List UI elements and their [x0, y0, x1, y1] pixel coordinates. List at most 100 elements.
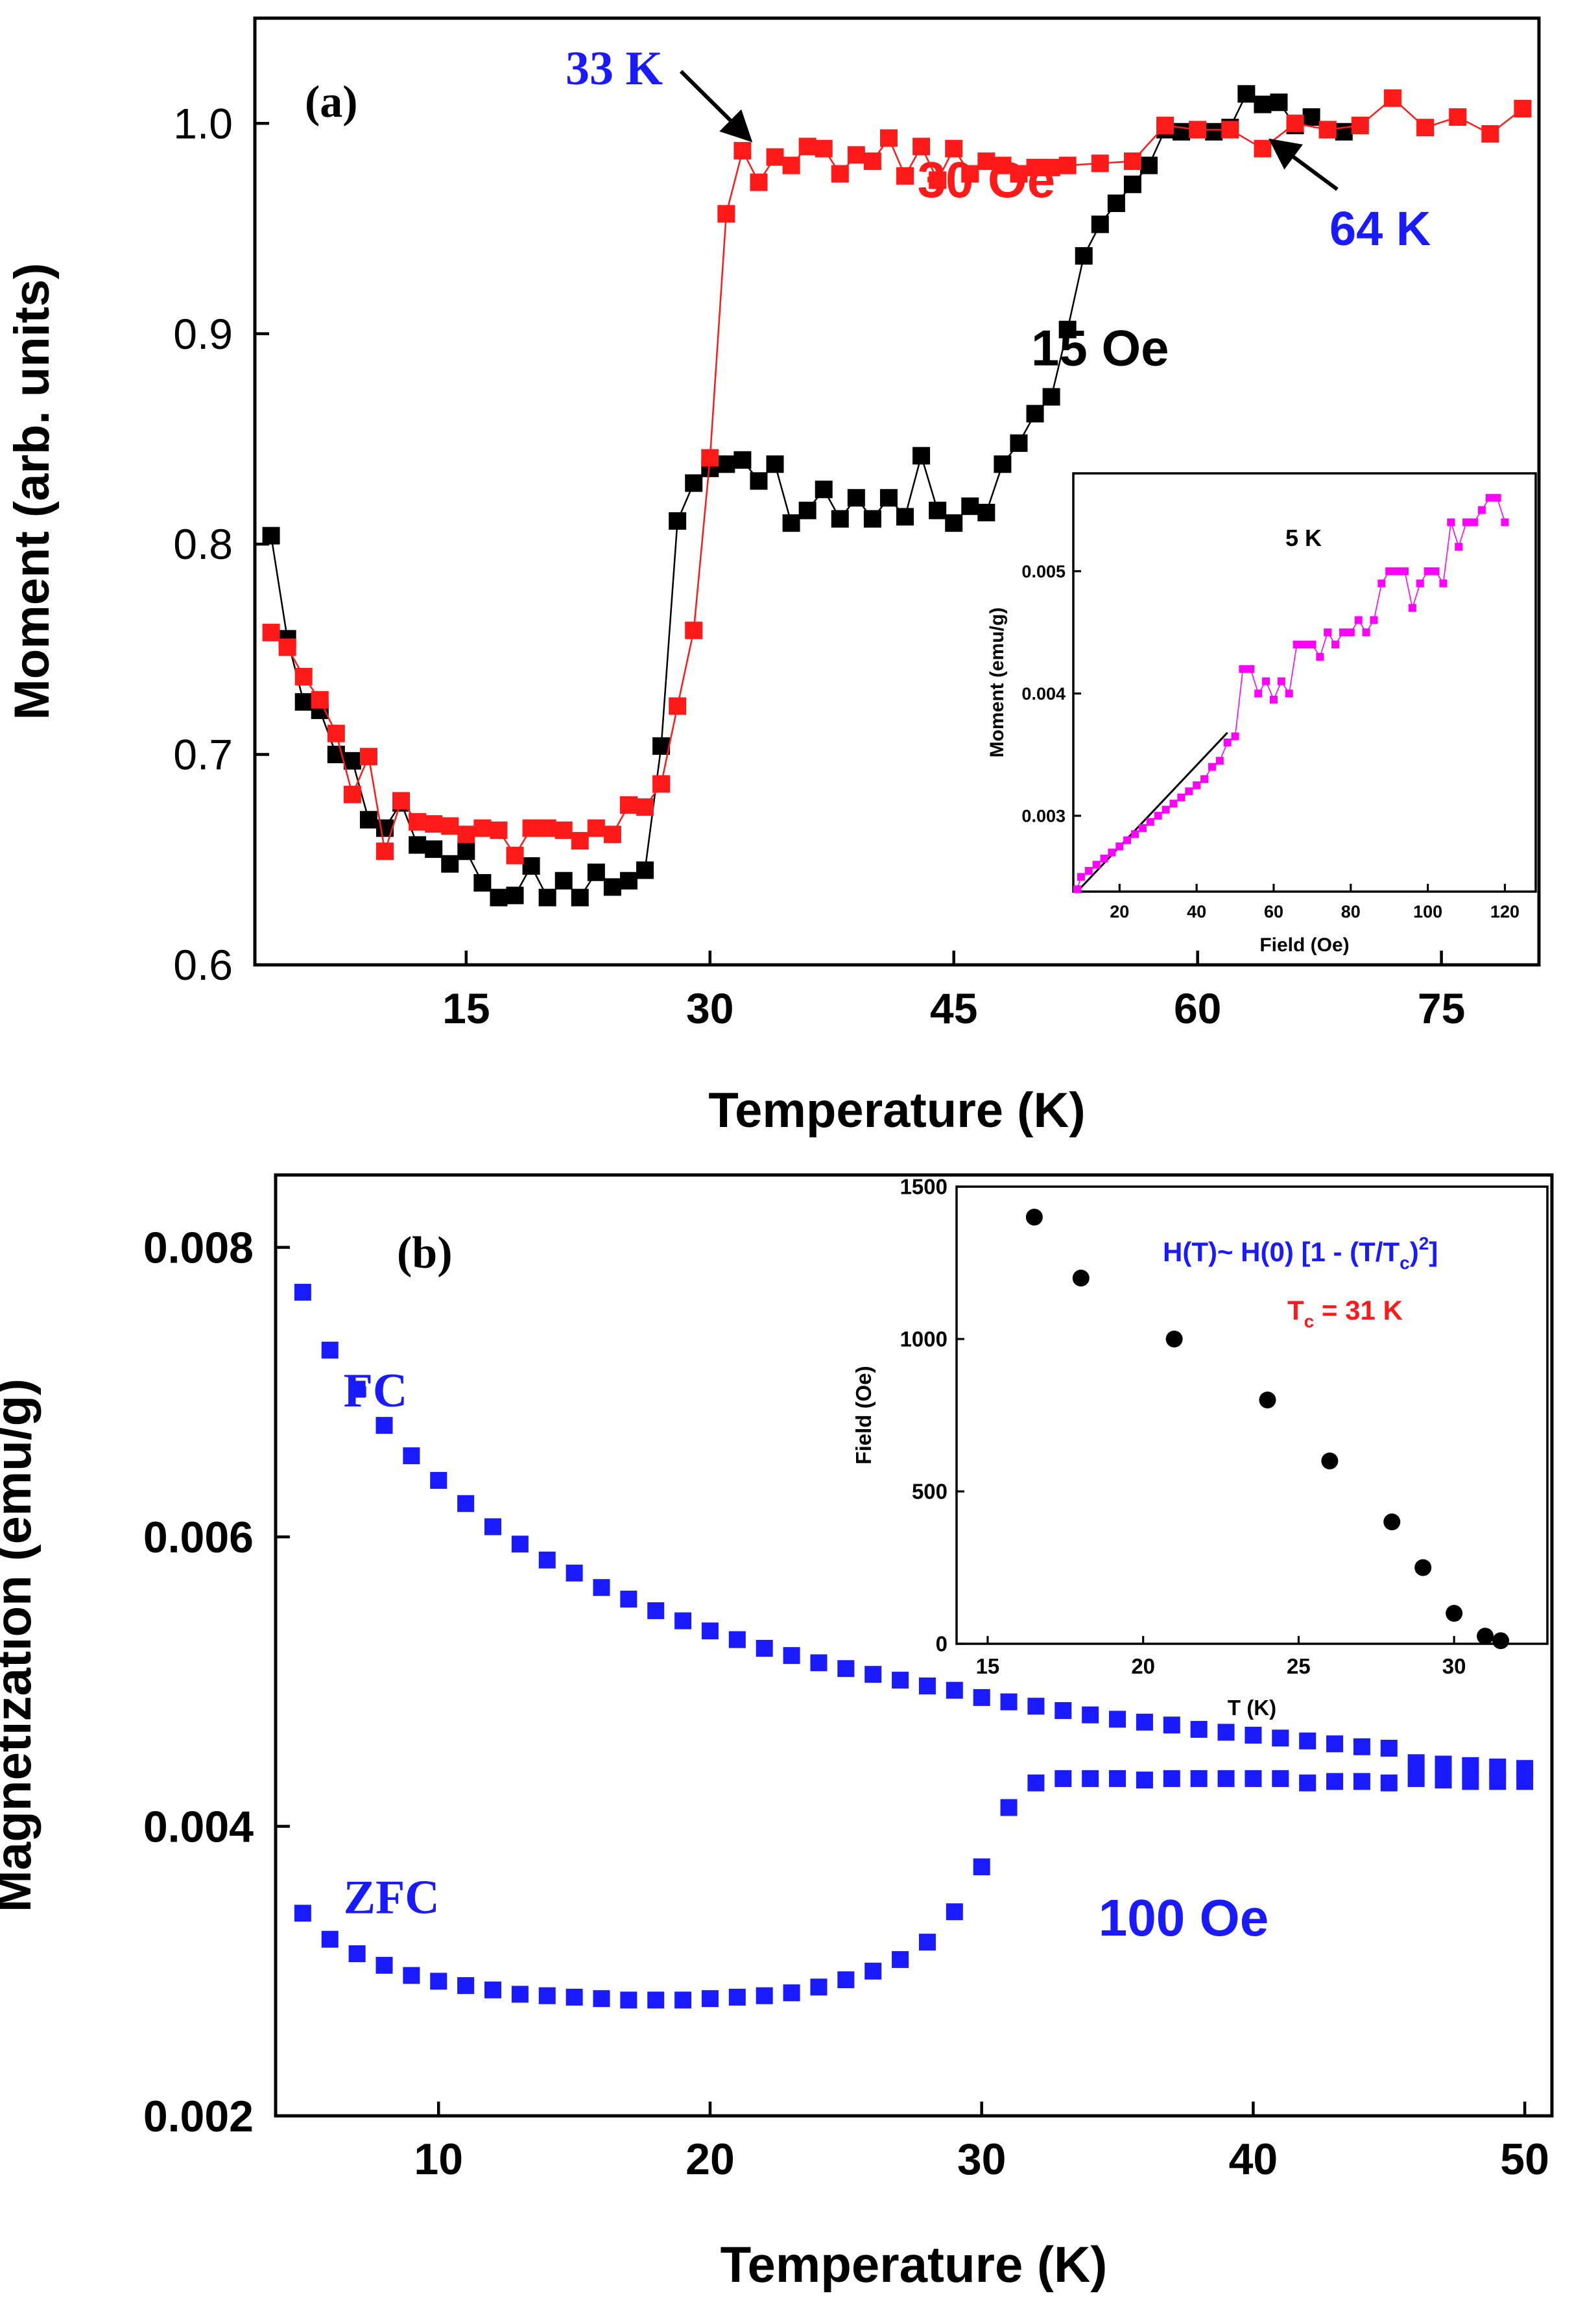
panel-b-series-fc-point — [1380, 1739, 1398, 1757]
panel-b-series-fc-point — [1245, 1726, 1262, 1744]
panel-a-series-15oe-point — [554, 872, 573, 890]
panel-a-inset-series-point — [1200, 775, 1209, 783]
panel-b-series-fc-point — [1407, 1754, 1425, 1772]
panel-a-series-30oe-point — [782, 156, 800, 174]
panel-a-inset-x-tick-label: 100 — [1413, 902, 1442, 921]
panel-b-inset-axes: 15 20 25 30 0 500 1000 1500 T (K) Field (Oe) — [852, 1175, 1549, 1720]
panel-a-series-15oe-point — [1058, 320, 1077, 338]
panel-b-series-zfc-point — [511, 1986, 529, 2003]
panel-a-series-15oe-point — [994, 455, 1012, 473]
panel-a-inset-series — [1073, 493, 1509, 894]
panel-a-inset-x-tick-label: 60 — [1264, 902, 1283, 921]
panel-a-x-tick-label: 60 — [1174, 984, 1221, 1032]
panel-a-inset-series-point — [1416, 579, 1424, 587]
panel-a-series-30oe-point — [457, 825, 475, 844]
panel-a-inset-series-point — [1215, 757, 1224, 765]
panel-b-series-fc-point — [1353, 1738, 1370, 1755]
panel-a-series-30oe-point — [636, 798, 654, 816]
panel-a-series-15oe-point — [766, 455, 784, 473]
panel-a-series-30oe-point — [1318, 121, 1337, 139]
panel-b-series-fc-point — [783, 1647, 800, 1665]
panel-b-inset-y-axis-title: Field (Oe) — [852, 1366, 876, 1464]
panel-b-series-label: FC — [344, 1364, 408, 1417]
panel-b-inset-series-point — [1492, 1632, 1510, 1650]
panel-a-series-30oe-point — [294, 668, 313, 686]
panel-a-series-30oe-point — [1351, 116, 1369, 134]
panel-b-series-fc-point — [375, 1417, 393, 1434]
panel-a-inset-axes: 20 40 60 80 100 120 0.003 0.004 0.005 Field (Oe) M… — [986, 472, 1537, 956]
panel-b-series-fc-point — [674, 1612, 692, 1630]
panel-a-x-tick-label: 45 — [930, 984, 977, 1032]
panel-a-series-30oe-point — [912, 137, 931, 156]
panel-a-inset-series-point — [1300, 641, 1309, 649]
panel-b-series-zfc-point — [918, 1934, 936, 1951]
panel-a-inset-series-point — [1146, 818, 1154, 826]
panel-b-field-label: 100 Oe — [1099, 1889, 1269, 1947]
panel-a-inset-series-point — [1501, 518, 1509, 527]
panel-a-inset-series-point — [1377, 579, 1386, 587]
panel-a-inset-y-axis-title: Moment (emu/g) — [986, 608, 1008, 758]
panel-b-inset-x-tick-label: 25 — [1287, 1654, 1311, 1678]
panel-a-series-30oe-point — [945, 139, 963, 158]
panel-a-series-30oe — [262, 89, 1532, 864]
panel-b-inset-series-point — [1025, 1209, 1043, 1226]
panel-a-y-axis-title: Moment (arb. units) — [5, 263, 60, 720]
panel-b-series-zfc-point — [1027, 1774, 1045, 1792]
panel-a-series-30oe-point — [863, 152, 881, 171]
panel-b-inset-equation: H(T)~ H(0) [1 - (T/Tc)2] — [1163, 1233, 1438, 1273]
panel-a-inset-series-point — [1115, 842, 1124, 851]
panel-b-series-zfc-point — [1000, 1799, 1018, 1816]
panel-a-inset-series-point — [1308, 641, 1317, 649]
panel-a-inset-series-point — [1316, 652, 1324, 661]
panel-b-inset-x-tick-label: 30 — [1442, 1654, 1466, 1678]
panel-a-series-30oe-point — [343, 785, 361, 803]
panel-a-series-15oe-point — [490, 888, 508, 907]
panel-a-series-30oe-point — [619, 796, 638, 814]
panel-a-series-15oe-point — [1270, 93, 1288, 112]
panel-b-series-zfc-point — [321, 1930, 339, 1948]
panel-a-series-15oe-point — [831, 510, 849, 528]
panel-b-series-zfc-point — [1272, 1770, 1289, 1787]
panel-a-series-15oe-point — [1026, 405, 1044, 423]
panel-b-x-tick-label: 10 — [414, 2135, 463, 2184]
panel-a-series-15oe-point — [669, 512, 687, 530]
panel-b-series-zfc-point — [403, 1967, 420, 1984]
panel-b-series-zfc-point — [1489, 1773, 1507, 1790]
panel-b-series-fc-point — [1136, 1713, 1153, 1731]
panel-a-inset-series-point — [1162, 805, 1170, 814]
panel-a-series-30oe-point — [327, 724, 345, 742]
panel-b-plot-frame — [274, 1173, 1554, 2118]
equation-part: H(T)~ H(0) [1 - (T/T — [1163, 1237, 1400, 1267]
panel-a-series-15oe-point — [343, 752, 361, 770]
panel-b-series-fc-point — [1109, 1711, 1126, 1728]
panel-a-x-axis-title: Temperature (K) — [708, 1083, 1085, 1138]
panel-a-series-15oe-point — [522, 857, 540, 875]
panel-a-inset-series-point — [1493, 493, 1501, 502]
panel-a-series-15oe-point — [798, 501, 816, 519]
panel-a-inset-series-point — [1073, 885, 1081, 894]
panel-a-series-label: 30 Oe — [918, 151, 1055, 208]
panel-a-inset-series-point — [1485, 493, 1494, 502]
panel-b-series-fc-point — [892, 1672, 909, 1689]
panel-a-series-30oe-point — [1221, 121, 1239, 139]
panel-b-series-fc-point — [1190, 1720, 1208, 1738]
panel-b-x-tick-label: 40 — [1229, 2135, 1278, 2184]
panel-a-inset-x-tick-label: 20 — [1110, 902, 1129, 921]
panel-b-series-fc-point — [538, 1551, 556, 1569]
panel-a-series-30oe-point — [278, 638, 296, 656]
panel-b-series-fc-point — [1272, 1729, 1289, 1747]
panel-b-series-zfc-point — [946, 1903, 963, 1921]
panel-b-series-zfc-point — [294, 1904, 311, 1922]
panel-a-inset-title: 5 K — [1285, 525, 1322, 551]
panel-b-series-fc-point — [1000, 1693, 1018, 1711]
panel-a-series-30oe-point — [1481, 124, 1499, 143]
panel-a-inset-series-point — [1424, 567, 1432, 575]
panel-b-series-fc-point — [430, 1472, 447, 1489]
panel-a-inset-series-point — [1339, 628, 1347, 637]
panel-b-series-zfc-point — [1190, 1770, 1208, 1787]
panel-b-series-fc-point — [1489, 1759, 1507, 1776]
panel-a-series-30oe-point — [359, 748, 377, 766]
annotation-64k-arrow — [1269, 138, 1339, 191]
panel-a-series-15oe-point — [571, 888, 589, 907]
